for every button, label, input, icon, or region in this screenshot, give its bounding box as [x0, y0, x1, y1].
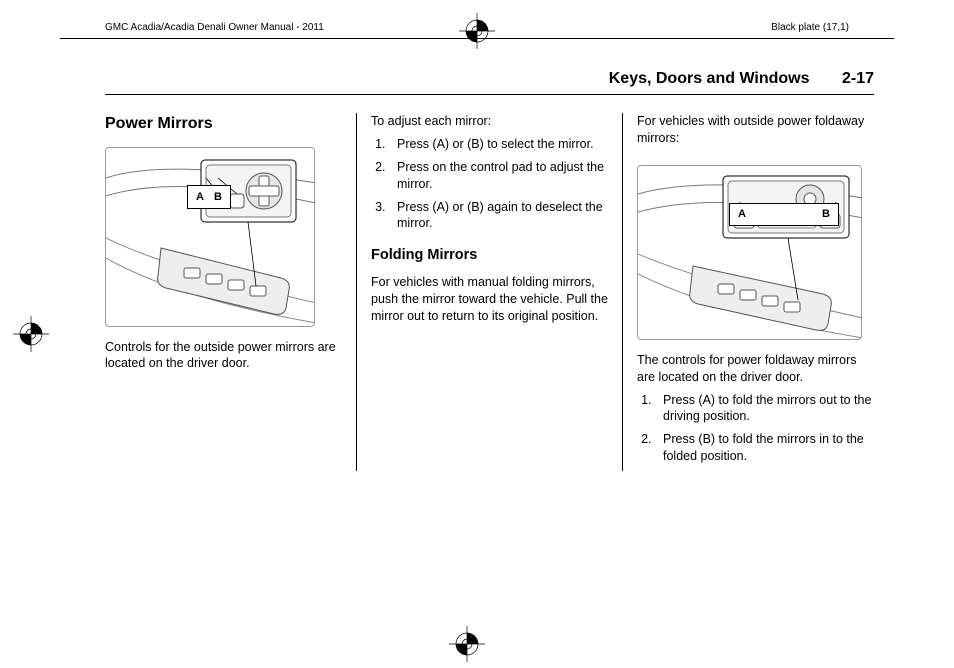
doc-title: GMC Acadia/Acadia Denali Owner Manual - …: [105, 22, 324, 33]
plate-label: Black plate (17,1): [771, 22, 849, 33]
registration-mark-bottom: [449, 626, 485, 662]
adjust-step-1: Press (A) or (B) to select the mirror.: [389, 136, 608, 153]
callout-ab-foldaway: A B: [729, 203, 839, 226]
figure2-caption: The controls for power foldaway mirrors …: [637, 352, 874, 386]
figure1-caption: Controls for the outside power mirrors a…: [105, 339, 342, 373]
heading-power-mirrors: Power Mirrors: [105, 113, 342, 135]
page-number: 2-17: [842, 70, 874, 87]
callout-b-label-2: B: [822, 207, 830, 222]
foldaway-steps: Press (A) to fold the mirrors out to the…: [637, 392, 874, 466]
column-1: Power Mirrors: [105, 113, 356, 471]
foldaway-step-1: Press (A) to fold the mirrors out to the…: [655, 392, 874, 426]
callout-a-label-2: A: [738, 207, 746, 222]
foldaway-intro: For vehicles with outside power foldaway…: [637, 113, 874, 147]
print-header: GMC Acadia/Acadia Denali Owner Manual - …: [0, 22, 954, 33]
column-3: For vehicles with outside power foldaway…: [622, 113, 874, 471]
figure-power-mirror-controls: A B: [105, 147, 315, 327]
column-2: To adjust each mirror: Press (A) or (B) …: [356, 113, 622, 471]
adjust-steps: Press (A) or (B) to select the mirror. P…: [371, 136, 608, 232]
page-header: Keys, Doors and Windows 2-17: [105, 70, 874, 95]
adjust-step-2: Press on the control pad to adjust the m…: [389, 159, 608, 193]
callout-b-label: B: [214, 190, 222, 205]
content-columns: Power Mirrors: [105, 113, 874, 471]
page-body: Keys, Doors and Windows 2-17 Power Mirro…: [105, 70, 874, 628]
figure-foldaway-controls: A B: [637, 165, 862, 340]
heading-folding-mirrors: Folding Mirrors: [371, 246, 608, 266]
section-title: Keys, Doors and Windows: [609, 70, 810, 87]
registration-mark-left: [13, 316, 49, 352]
adjust-intro: To adjust each mirror:: [371, 113, 608, 130]
adjust-step-3: Press (A) or (B) again to deselect the m…: [389, 199, 608, 233]
callout-a-label: A: [196, 190, 204, 205]
callout-ab: A B: [187, 185, 231, 210]
foldaway-step-2: Press (B) to fold the mirrors in to the …: [655, 431, 874, 465]
print-rule: [60, 38, 894, 39]
folding-text: For vehicles with manual folding mirrors…: [371, 274, 608, 325]
